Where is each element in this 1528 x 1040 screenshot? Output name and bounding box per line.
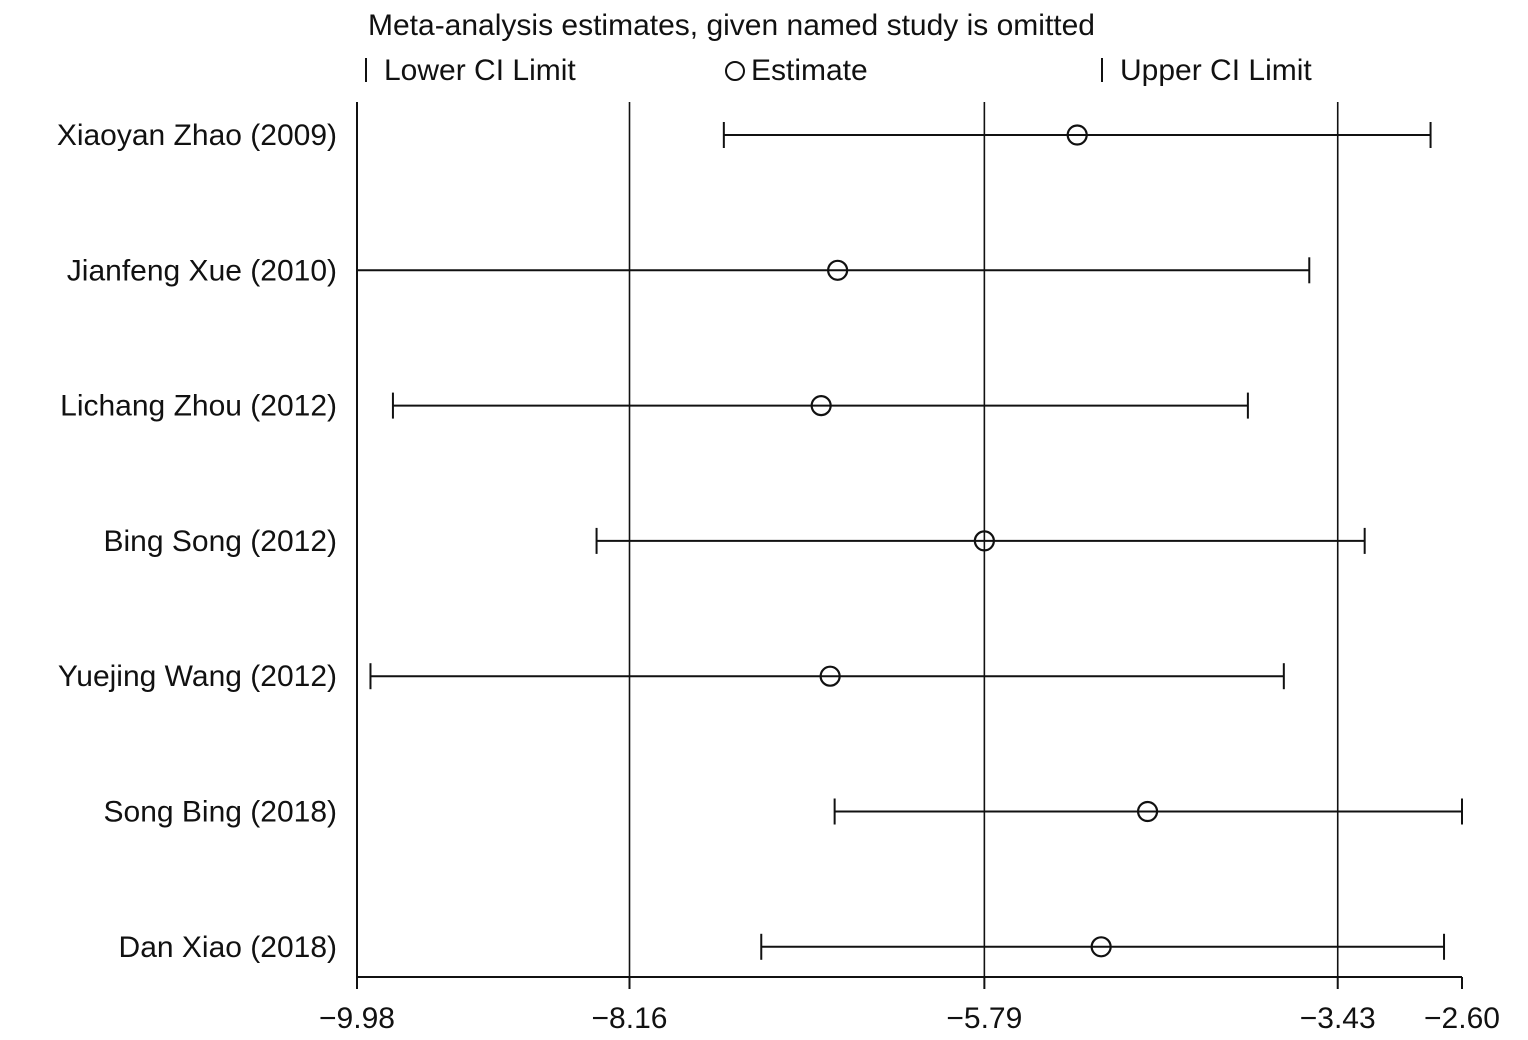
x-tick-label: −2.60 — [1424, 1002, 1500, 1035]
estimate-marker — [810, 395, 832, 417]
study-label: Jianfeng Xue (2010) — [67, 254, 337, 287]
legend-upper-label: Upper CI Limit — [1120, 54, 1312, 87]
x-tick-label: −3.43 — [1300, 1002, 1376, 1035]
reference-lines — [628, 102, 1339, 977]
study-label: Lichang Zhou (2012) — [60, 390, 337, 423]
study-row: Yuejing Wang (2012) — [58, 660, 1285, 693]
legend-estimate-marker — [725, 61, 745, 81]
estimate-marker — [827, 259, 849, 281]
legend: Lower CI Limit Estimate Upper CI Limit — [365, 54, 1312, 87]
study-rows: Xiaoyan Zhao (2009) Jianfeng Xue (2010) Li… — [57, 119, 1463, 964]
legend-estimate-label: Estimate — [751, 54, 868, 87]
study-row: Dan Xiao (2018) — [119, 931, 1446, 964]
estimate-marker — [819, 665, 841, 687]
x-tick-label: −9.98 — [319, 1002, 395, 1035]
study-row: Jianfeng Xue (2010) — [67, 254, 1311, 287]
study-row: Bing Song (2012) — [104, 525, 1366, 558]
study-label: Yuejing Wang (2012) — [58, 660, 337, 693]
x-tick-label: −8.16 — [592, 1002, 668, 1035]
estimate-marker — [1066, 124, 1088, 146]
study-label: Bing Song (2012) — [104, 525, 338, 558]
chart-title: Meta-analysis estimates, given named stu… — [368, 9, 1095, 42]
study-label: Dan Xiao (2018) — [119, 931, 337, 964]
legend-lower-label: Lower CI Limit — [384, 54, 576, 87]
estimate-marker — [1136, 800, 1159, 823]
study-label: Xiaoyan Zhao (2009) — [57, 119, 337, 152]
study-label: Song Bing (2018) — [104, 796, 338, 829]
study-row: Xiaoyan Zhao (2009) — [57, 119, 1432, 152]
estimate-marker — [1090, 936, 1112, 958]
estimate-marker — [973, 530, 995, 552]
x-axis-ticks: −9.98 −8.16 −5.79 −3.43 −2.60 — [319, 977, 1500, 1035]
study-row: Song Bing (2018) — [104, 796, 1463, 829]
study-row: Lichang Zhou (2012) — [60, 390, 1249, 423]
x-tick-label: −5.79 — [946, 1002, 1022, 1035]
